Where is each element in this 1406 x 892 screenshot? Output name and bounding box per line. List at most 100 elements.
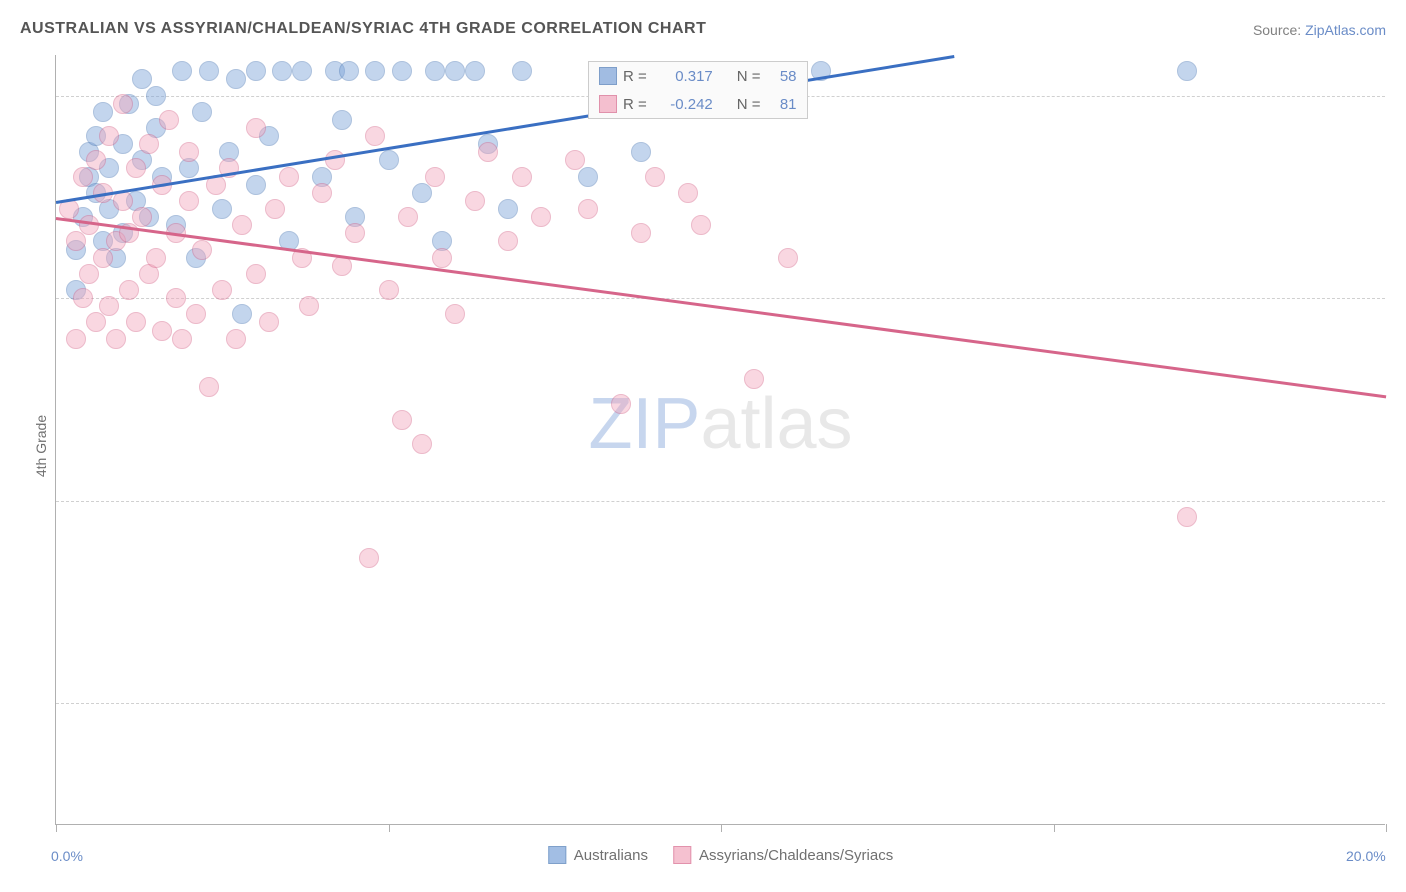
data-point	[312, 183, 332, 203]
data-point	[232, 215, 252, 235]
n-value: 81	[767, 96, 797, 113]
data-point	[172, 329, 192, 349]
data-point	[611, 394, 631, 414]
stats-legend-row: R =-0.242N =81	[589, 90, 807, 118]
data-point	[565, 150, 585, 170]
data-point	[79, 264, 99, 284]
data-point	[66, 231, 86, 251]
data-point	[445, 304, 465, 324]
stats-legend-row: R = 0.317 N = 58	[589, 62, 807, 90]
data-point	[179, 142, 199, 162]
data-point	[412, 434, 432, 454]
legend-swatch	[548, 846, 566, 864]
series-legend: Australians Assyrians/Chaldeans/Syriacs	[548, 846, 893, 864]
data-point	[379, 280, 399, 300]
data-point	[645, 167, 665, 187]
data-point	[578, 167, 598, 187]
data-point	[66, 329, 86, 349]
data-point	[365, 126, 385, 146]
data-point	[73, 288, 93, 308]
data-point	[113, 191, 133, 211]
legend-item: Australians	[548, 846, 648, 864]
data-point	[1177, 507, 1197, 527]
data-point	[778, 248, 798, 268]
data-point	[691, 215, 711, 235]
stats-legend: R =0.317N =58R =-0.242N =81	[588, 61, 808, 119]
data-point	[93, 248, 113, 268]
data-point	[259, 312, 279, 332]
data-point	[86, 312, 106, 332]
data-point	[365, 61, 385, 81]
legend-label: Assyrians/Chaldeans/Syriacs	[699, 847, 893, 864]
data-point	[246, 264, 266, 284]
x-tick	[1054, 824, 1055, 832]
data-point	[279, 167, 299, 187]
data-point	[79, 215, 99, 235]
data-point	[86, 150, 106, 170]
n-value: 58	[767, 68, 797, 85]
data-point	[398, 207, 418, 227]
source-link[interactable]: ZipAtlas.com	[1305, 22, 1386, 38]
data-point	[359, 548, 379, 568]
data-point	[246, 175, 266, 195]
source-attribution: Source: ZipAtlas.com	[1253, 22, 1386, 38]
data-point	[132, 207, 152, 227]
r-label: R =	[623, 68, 647, 85]
data-point	[465, 191, 485, 211]
y-tick-label: 97.5%	[1395, 290, 1406, 306]
data-point	[226, 329, 246, 349]
y-tick-label: 95.0%	[1395, 493, 1406, 509]
data-point	[512, 61, 532, 81]
data-point	[465, 61, 485, 81]
chart-title: AUSTRALIAN VS ASSYRIAN/CHALDEAN/SYRIAC 4…	[20, 20, 706, 38]
y-tick-label: 92.5%	[1395, 695, 1406, 711]
data-point	[99, 296, 119, 316]
data-point	[744, 369, 764, 389]
gridline	[56, 298, 1385, 299]
y-axis-label: 4th Grade	[33, 415, 49, 477]
data-point	[192, 240, 212, 260]
data-point	[392, 410, 412, 430]
data-point	[299, 296, 319, 316]
legend-swatch	[599, 67, 617, 85]
legend-swatch	[673, 846, 691, 864]
data-point	[186, 304, 206, 324]
trend-line	[56, 217, 1386, 398]
legend-swatch	[599, 95, 617, 113]
data-point	[512, 167, 532, 187]
data-point	[226, 69, 246, 89]
data-point	[93, 102, 113, 122]
x-tick	[721, 824, 722, 832]
data-point	[179, 191, 199, 211]
watermark-zip: ZIP	[588, 384, 700, 464]
data-point	[199, 61, 219, 81]
data-point	[99, 126, 119, 146]
trend-line	[56, 55, 954, 203]
data-point	[246, 118, 266, 138]
y-tick-label: 100.0%	[1395, 88, 1406, 104]
x-tick	[389, 824, 390, 832]
source-label: Source:	[1253, 22, 1301, 38]
data-point	[106, 329, 126, 349]
data-point	[578, 199, 598, 219]
data-point	[212, 199, 232, 219]
data-point	[292, 61, 312, 81]
gridline	[56, 501, 1385, 502]
n-label: N =	[737, 68, 761, 85]
data-point	[212, 280, 232, 300]
r-label: R =	[623, 96, 647, 113]
data-point	[445, 61, 465, 81]
data-point	[678, 183, 698, 203]
x-tick-label: 0.0%	[51, 848, 83, 864]
data-point	[498, 231, 518, 251]
data-point	[432, 248, 452, 268]
data-point	[425, 61, 445, 81]
watermark-atlas: atlas	[700, 384, 852, 464]
data-point	[631, 223, 651, 243]
data-point	[139, 134, 159, 154]
legend-label: Australians	[574, 847, 648, 864]
data-point	[199, 377, 219, 397]
x-tick-label: 20.0%	[1346, 848, 1386, 864]
r-value: 0.317	[653, 68, 713, 85]
r-value: -0.242	[653, 96, 713, 113]
